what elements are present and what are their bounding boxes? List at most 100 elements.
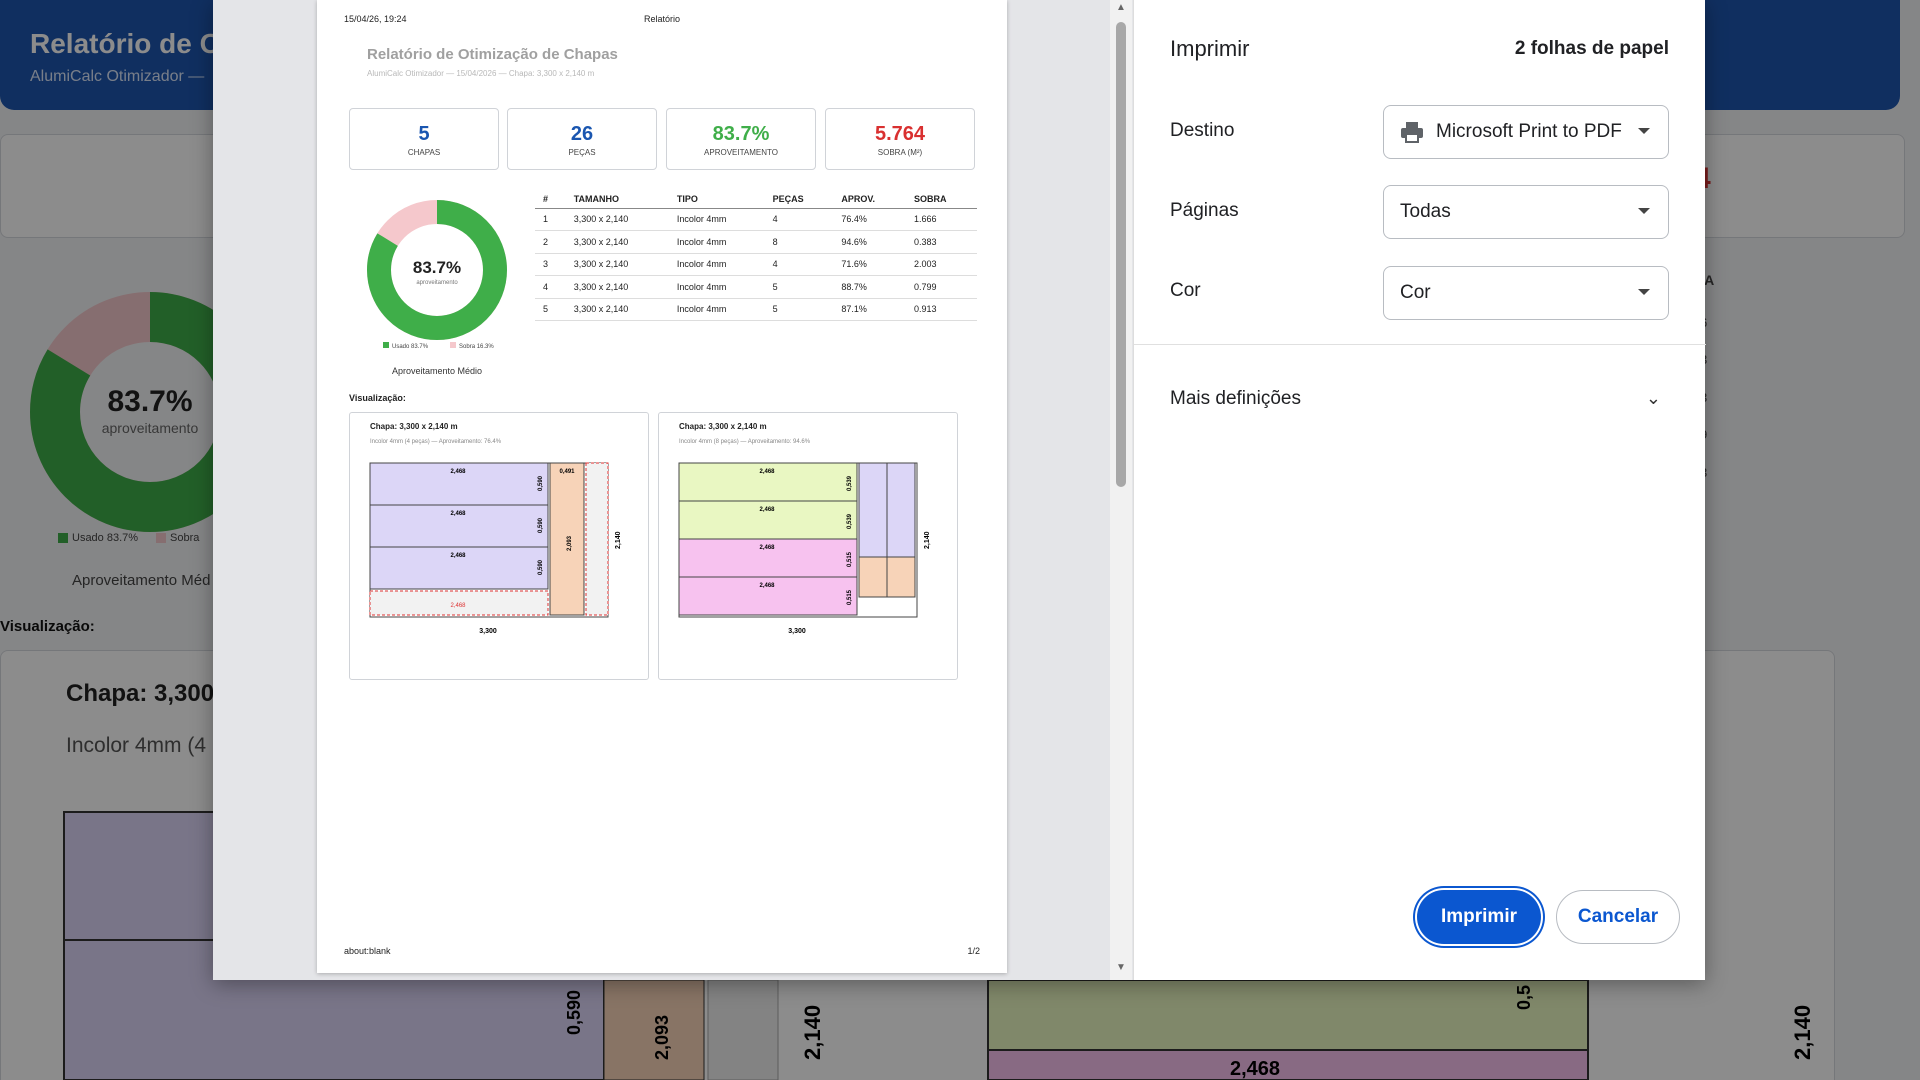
svg-text:2,468: 2,468: [450, 553, 466, 559]
piece-1: [369, 462, 549, 506]
svg-text:2,140: 2,140: [924, 531, 931, 549]
legend-used: Usado 83.7%: [58, 532, 138, 544]
piece-2: [678, 500, 858, 540]
print-button[interactable]: Imprimir: [1417, 890, 1541, 944]
more-settings-toggle[interactable]: Mais definições: [1170, 388, 1301, 409]
kpi-pecas: 26 PEÇAS: [507, 108, 657, 170]
background-chapa-sub: Incolor 4mm (4: [66, 734, 207, 757]
pages-label: Páginas: [1170, 200, 1239, 221]
sheet-layout-diagram: 2,468 2,468 2,468 2,468 0,539 0,539 0,51…: [678, 462, 931, 635]
piece-1: [678, 462, 858, 502]
kpi-chapas: 5 CHAPAS: [349, 108, 499, 170]
piece-7: [858, 556, 888, 598]
print-dialog: 15/04/26, 19:24 Relatório Relatório de O…: [213, 0, 1706, 980]
background-avg-label: Aproveitamento Méd: [72, 572, 211, 589]
background-viz-label: Visualização:: [0, 618, 95, 635]
kpi-sobra: 5.764 SOBRA (M²): [825, 108, 975, 170]
sheet-title: Chapa: 3,300 x 2,140 m: [679, 422, 767, 431]
page-header-date: 15/04/26, 19:24: [344, 14, 407, 24]
donut-used-arc: [367, 200, 507, 340]
page-header-title: Relatório: [643, 14, 681, 24]
pages-select[interactable]: Todas: [1383, 185, 1669, 239]
sheet-layout-diagram: 2,468 2,468 2,468 0,491 0,590 0,590 0,59…: [369, 462, 622, 635]
svg-text:0,5: 0,5: [1514, 985, 1534, 1010]
svg-text:0,590: 0,590: [538, 475, 544, 491]
sheet-card-1: Chapa: 3,300 x 2,140 m Incolor 4mm (4 pe…: [349, 412, 649, 680]
svg-text:2,140: 2,140: [615, 531, 622, 549]
sheet-title: Chapa: 3,300 x 2,140 m: [370, 422, 458, 431]
print-dialog-title: Imprimir: [1170, 36, 1250, 61]
table-row: 4 3,300 x 2,140 Incolor 4mm 5 88.7% 0.799: [535, 275, 977, 299]
sheet-card-2: Chapa: 3,300 x 2,140 m Incolor 4mm (8 pe…: [658, 412, 958, 680]
svg-text:0,590: 0,590: [564, 990, 584, 1035]
preview-donut-chart: 83.7% aproveitamento: [367, 200, 507, 340]
piece-3: [678, 538, 858, 578]
svg-text:83.7%: 83.7%: [413, 258, 461, 277]
background-donut-value: 83.7%: [107, 385, 193, 418]
preview-page: 15/04/26, 19:24 Relatório Relatório de O…: [317, 0, 1007, 973]
preview-scrollbar-thumb[interactable]: [1116, 22, 1126, 487]
app-title: Relatório de Ot: [30, 28, 231, 59]
scroll-down-arrow-icon[interactable]: ▼: [1116, 962, 1126, 973]
background-legend: Usado 83.7% Sobra: [58, 532, 199, 544]
piece-4: [549, 462, 585, 616]
table-row: 5 3,300 x 2,140 Incolor 4mm 5 87.1% 0.913: [535, 298, 977, 321]
piece-6: [886, 462, 916, 558]
table-row: 1 3,300 x 2,140 Incolor 4mm 4 76.4% 1.666: [535, 208, 977, 231]
preview-scrollbar-track[interactable]: [1110, 0, 1132, 980]
kpi-aproveitamento: 83.7% APROVEITAMENTO: [666, 108, 816, 170]
app-subtitle: AlumiCalc Otimizador —: [30, 68, 205, 85]
svg-text:2,468: 2,468: [759, 545, 775, 551]
chevron-down-icon: [1638, 208, 1650, 214]
svg-text:3,300: 3,300: [479, 628, 497, 635]
page-footer-url: about:blank: [344, 946, 391, 956]
piece-3: [369, 546, 549, 590]
background-chapa-title: Chapa: 3,300: [66, 680, 215, 707]
legend-waste: Sobra 16.3%: [450, 342, 494, 350]
printer-icon: [1401, 122, 1423, 143]
destination-value: Microsoft Print to PDF: [1436, 121, 1622, 142]
svg-text:2,093: 2,093: [567, 535, 573, 551]
color-value: Cor: [1400, 282, 1431, 303]
svg-text:2,093: 2,093: [652, 1015, 672, 1060]
settings-divider: [1134, 344, 1706, 345]
svg-text:2,468: 2,468: [759, 469, 775, 475]
table-row: 3 3,300 x 2,140 Incolor 4mm 4 71.6% 2.003: [535, 253, 977, 276]
svg-text:2,140: 2,140: [1790, 1005, 1815, 1060]
pages-value: Todas: [1400, 201, 1451, 222]
svg-text:2,468: 2,468: [759, 507, 775, 513]
legend-waste: Sobra: [156, 532, 199, 544]
svg-text:aproveitamento: aproveitamento: [416, 280, 458, 286]
svg-text:2,468: 2,468: [450, 603, 466, 609]
chevron-down-icon[interactable]: ⌄: [1645, 388, 1661, 408]
destination-label: Destino: [1170, 120, 1235, 141]
svg-text:0,590: 0,590: [538, 559, 544, 575]
destination-select[interactable]: Microsoft Print to PDF: [1383, 105, 1669, 159]
waste-area: [585, 462, 609, 616]
color-select[interactable]: Cor: [1383, 266, 1669, 320]
piece-4: [678, 576, 858, 616]
sheet-subtitle: Incolor 4mm (4 peças) — Aproveitamento: …: [370, 439, 502, 445]
preview-donut-legend: Usado 83.7% Sobra 16.3%: [383, 342, 494, 350]
scroll-up-arrow-icon[interactable]: ▲: [1116, 2, 1126, 13]
report-title: Relatório de Otimização de Chapas: [367, 46, 618, 63]
print-preview-area: 15/04/26, 19:24 Relatório Relatório de O…: [213, 0, 1133, 980]
svg-text:0,515: 0,515: [847, 589, 853, 605]
preview-donut-caption: Aproveitamento Médio: [391, 366, 483, 376]
svg-text:2,140: 2,140: [800, 1005, 825, 1060]
page-footer-number: 1/2: [967, 946, 980, 956]
svg-text:0,539: 0,539: [847, 475, 853, 491]
sheet-subtitle: Incolor 4mm (8 peças) — Aproveitamento: …: [679, 439, 811, 445]
svg-text:0,590: 0,590: [538, 517, 544, 533]
waste-area: [369, 590, 549, 616]
svg-text:0,515: 0,515: [847, 551, 853, 567]
preview-viz-label: Visualização:: [349, 393, 406, 403]
cancel-button[interactable]: Cancelar: [1556, 890, 1680, 944]
piece-8: [886, 556, 916, 598]
sheet-count: 2 folhas de papel: [1514, 38, 1669, 59]
svg-text:2,468: 2,468: [1230, 1058, 1280, 1080]
table-row: 2 3,300 x 2,140 Incolor 4mm 8 94.6% 0.383: [535, 230, 977, 254]
color-label: Cor: [1170, 280, 1201, 301]
table-header-row: # TAMANHO TIPO PEÇAS APROV. SOBRA: [535, 190, 977, 209]
svg-text:3,300: 3,300: [788, 628, 806, 635]
